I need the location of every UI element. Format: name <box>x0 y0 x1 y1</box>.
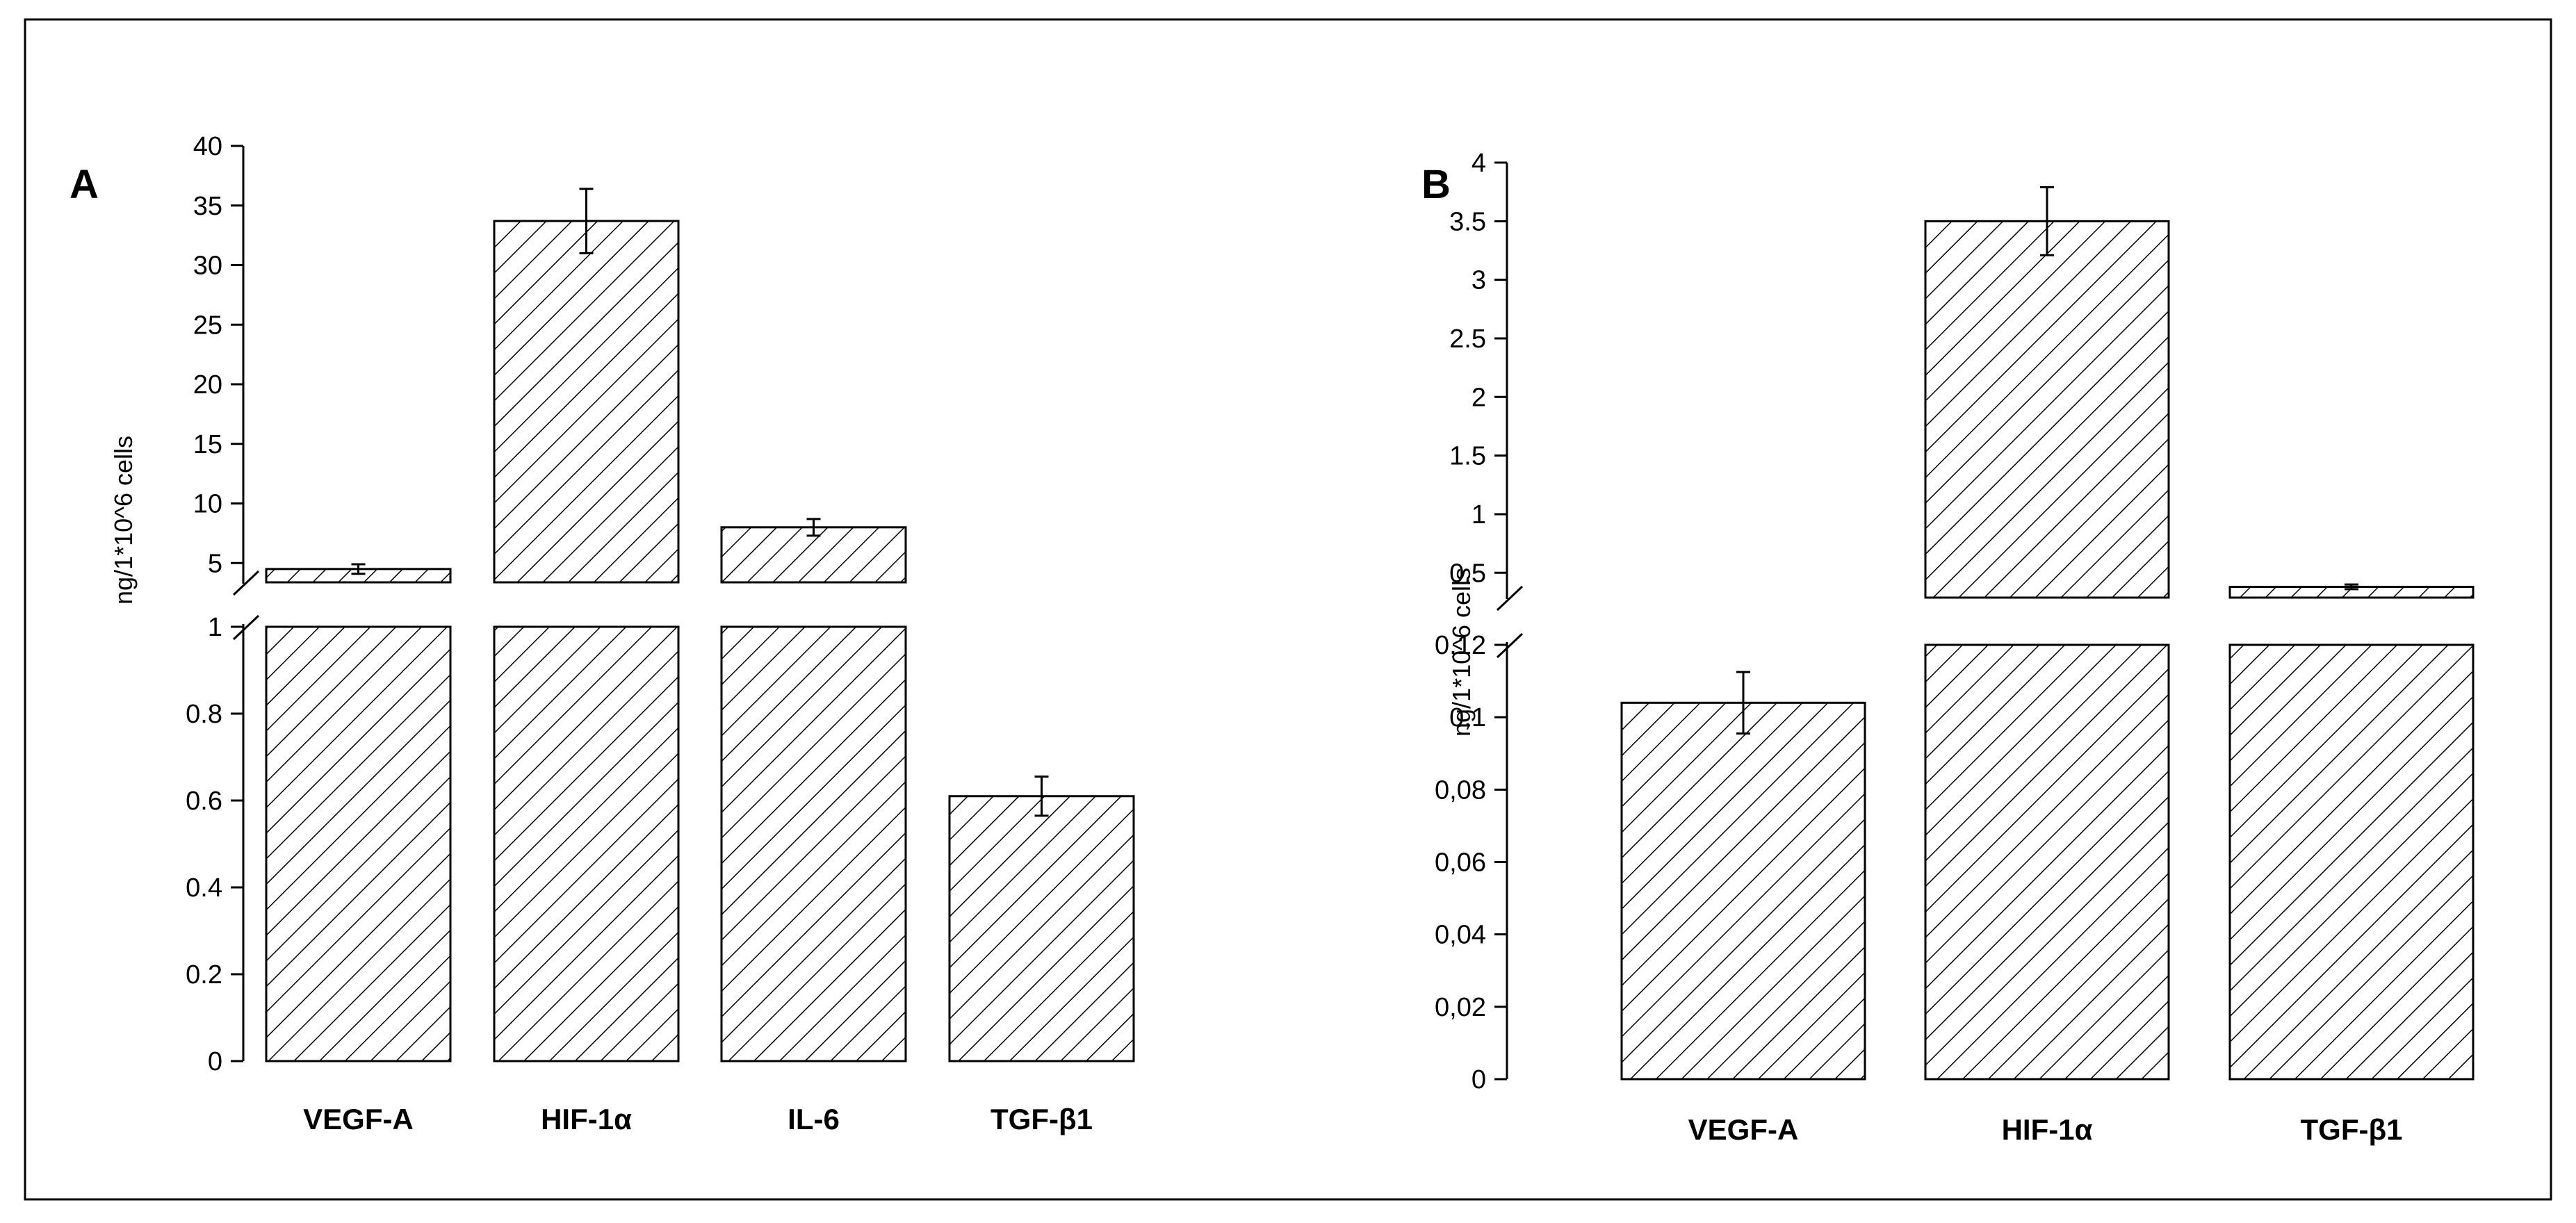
error-bar-2 <box>806 518 821 537</box>
bar-0-lower-part <box>265 625 452 1062</box>
bar-1 <box>1924 220 2170 599</box>
error-bar-1 <box>579 188 594 254</box>
bar-3 <box>948 795 1135 1062</box>
bar-1-lower-part <box>1924 643 2170 1081</box>
bar-2-break-gap <box>2227 599 2476 643</box>
category-label-0: VEGF-A <box>1688 1113 1799 1146</box>
lower-tick-label-2: 0,04 <box>1435 921 1486 950</box>
axis-break-mark-top <box>232 570 260 596</box>
lower-tick-label-0: 0 <box>208 1047 222 1076</box>
lower-tick-label-2: 0.4 <box>186 873 222 903</box>
panel-b-categories: VEGF-A HIF-1α TGF-β1 <box>1688 1113 2403 1146</box>
axis-break-mark-bottom <box>1496 632 1524 659</box>
lower-tick-label-4: 0,08 <box>1435 775 1486 805</box>
bar-1-lower-part <box>493 625 680 1062</box>
error-bar-1 <box>2040 186 2054 256</box>
panel-b: B ng/1*10^6 cells 0 0,02 0,04 0,06 0,08 0,1 0,… <box>1421 149 2476 1146</box>
bar-0-break-gap <box>263 584 453 625</box>
category-label-3: TGF-β1 <box>991 1103 1093 1135</box>
lower-tick-label-3: 0.6 <box>186 787 222 816</box>
panel-b-label: B <box>1421 162 1451 207</box>
lower-tick-label-5: 1 <box>208 613 222 642</box>
bar-2-lower-part <box>2228 643 2475 1081</box>
upper-tick-label-0: 5 <box>208 549 222 578</box>
error-bar-0 <box>351 563 366 575</box>
category-label-2: TGF-β1 <box>2301 1113 2403 1146</box>
lower-tick-label-4: 0.8 <box>186 700 222 729</box>
upper-tick-label-4: 25 <box>193 311 222 340</box>
bar-1-break-gap <box>491 584 681 625</box>
figure-border <box>24 18 2552 1201</box>
lower-tick-label-1: 0,02 <box>1435 993 1486 1022</box>
category-label-0: VEGF-A <box>303 1103 414 1135</box>
panel-b-axis <box>1496 163 1524 1079</box>
upper-tick-label-3: 2 <box>1472 383 1486 412</box>
error-bar-2 <box>2345 583 2358 591</box>
axis-break-mark-top <box>1496 585 1524 612</box>
bar-1-break-gap <box>1923 599 2171 643</box>
lower-tick-label-5: 0,1 <box>1449 703 1486 732</box>
bar-2-break-gap <box>719 584 908 625</box>
panel-b-bars <box>1620 186 2476 1081</box>
category-label-1: HIF-1α <box>2002 1113 2093 1146</box>
panel-b-ticks: 0 0,02 0,04 0,06 0,08 0,1 0,12 0.5 1 1.5 2 2.5 3 3.5 4 <box>1435 149 1507 1094</box>
upper-tick-label-0: 0.5 <box>1449 559 1486 588</box>
panel-a: A ng/1*10^6 cells 00.20.40.60.8151015202… <box>70 132 1135 1135</box>
upper-tick-label-7: 4 <box>1472 149 1486 178</box>
upper-tick-label-6: 3.5 <box>1449 207 1486 236</box>
upper-tick-label-3: 20 <box>193 370 222 400</box>
panel-a-bars <box>263 188 1135 1062</box>
lower-tick-label-1: 0.2 <box>186 960 222 990</box>
upper-tick-label-1: 1 <box>1472 500 1486 530</box>
upper-tick-label-4: 2.5 <box>1449 325 1486 354</box>
bar-0 <box>1620 701 1866 1081</box>
upper-tick-label-7: 40 <box>193 132 222 161</box>
error-bar-0 <box>1736 671 1750 735</box>
bar-1 <box>493 220 680 584</box>
panel-a-label: A <box>70 162 99 207</box>
category-label-1: HIF-1α <box>541 1103 632 1135</box>
lower-tick-label-6: 0,12 <box>1435 631 1486 660</box>
error-bar-3 <box>1034 775 1049 817</box>
bar-2-lower-part <box>720 625 907 1062</box>
upper-tick-label-2: 15 <box>193 430 222 459</box>
lower-tick-label-3: 0,06 <box>1435 848 1486 878</box>
panel-a-ylabel: ng/1*10^6 cells <box>109 436 138 605</box>
upper-tick-label-5: 3 <box>1472 266 1486 295</box>
category-label-2: IL-6 <box>788 1103 840 1135</box>
panel-a-axis <box>232 146 260 1061</box>
upper-tick-label-2: 1.5 <box>1449 442 1486 471</box>
upper-tick-label-5: 30 <box>193 252 222 281</box>
panel-b-ylabel: ng/1*10^6 cells <box>1447 568 1476 737</box>
upper-tick-label-1: 10 <box>193 490 222 519</box>
lower-tick-label-0: 0 <box>1472 1065 1486 1094</box>
panel-a-categories: VEGF-A HIF-1α IL-6 TGF-β1 <box>303 1103 1093 1135</box>
upper-tick-label-6: 35 <box>193 192 222 221</box>
axis-break-mark-bottom <box>232 614 260 641</box>
